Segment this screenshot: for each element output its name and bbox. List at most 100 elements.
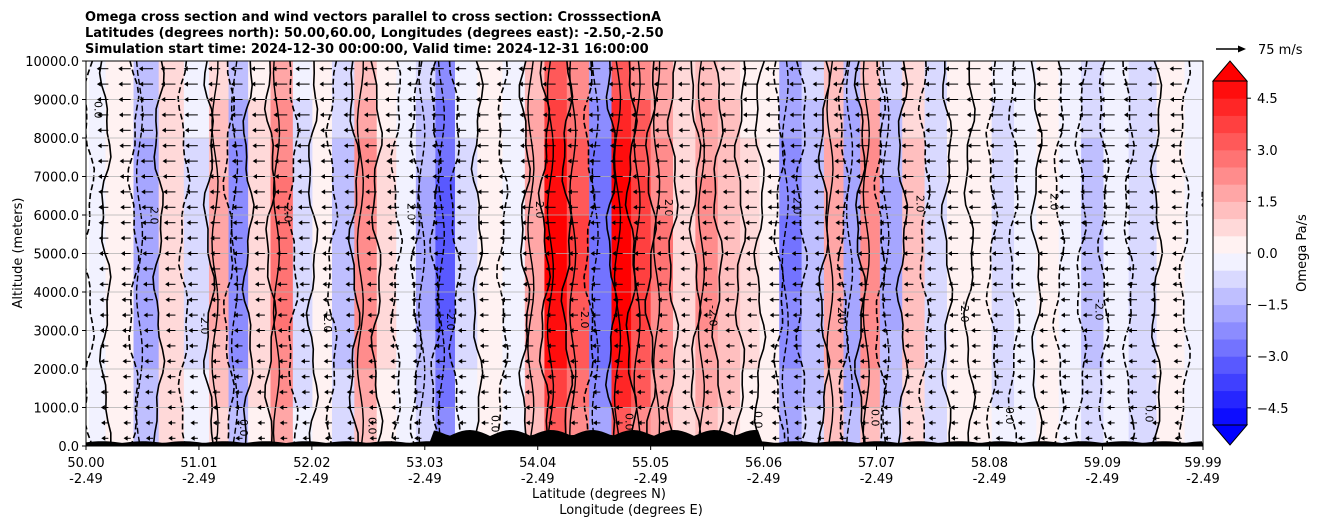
wind-vector-head: [991, 251, 996, 256]
contour-line: [429, 61, 442, 446]
wind-vector-head: [78, 390, 82, 395]
wind-vector-head: [636, 358, 641, 364]
omega-cell: [946, 253, 970, 293]
wind-vector-head: [345, 266, 350, 272]
wind-vector-head: [1058, 143, 1063, 149]
wind-vector-head: [860, 374, 865, 380]
wind-vector-head: [1124, 127, 1129, 133]
wind-vector-head: [391, 435, 396, 441]
wind-vector-head: [1061, 374, 1066, 380]
wind-vector-head: [547, 405, 552, 410]
wind-vector-head: [791, 204, 796, 210]
wind-vector-head: [632, 174, 637, 179]
wind-vector-head: [814, 235, 819, 241]
wind-vector-head: [1105, 328, 1110, 333]
wind-vector-head: [347, 420, 352, 426]
omega-cell: [673, 369, 696, 408]
omega-cell: [759, 99, 780, 139]
wind-vector-head: [119, 158, 124, 164]
wind-vector-head: [436, 405, 441, 410]
wind-vector-head: [389, 312, 394, 318]
wind-vector-head: [859, 358, 864, 364]
wind-vector-head: [272, 81, 277, 87]
wind-vector-head: [967, 127, 972, 133]
wind-vector-head: [1079, 143, 1084, 149]
wind-vector-head: [407, 112, 412, 118]
colorbar-band: [1213, 132, 1247, 151]
wind-vector-head: [1101, 158, 1106, 164]
wind-vector-head: [257, 405, 262, 410]
wind-vector-head: [948, 297, 953, 303]
wind-vector-head: [1016, 328, 1021, 333]
wind-vector-head: [1173, 343, 1178, 349]
omega-cell: [946, 176, 970, 216]
omega-cell: [779, 330, 803, 370]
wind-vector-head: [765, 81, 770, 87]
omega-cell: [879, 138, 903, 177]
wind-vector-head: [145, 435, 150, 441]
omega-cell: [1081, 292, 1104, 331]
wind-vector-head: [745, 220, 750, 226]
omega-cell: [1014, 369, 1037, 408]
wind-vector-head: [569, 343, 574, 349]
wind-vector-head: [98, 204, 103, 210]
wind-vector-head: [789, 97, 794, 102]
wind-vector-head: [925, 112, 930, 118]
omega-cell: [823, 407, 845, 446]
wind-vector-head: [791, 251, 796, 256]
omega-cell: [331, 407, 355, 446]
wind-vector-head: [458, 374, 463, 380]
wind-vector-head: [591, 297, 596, 303]
wind-vector-head: [387, 220, 392, 226]
wind-vector-head: [391, 420, 396, 426]
omega-cell: [860, 176, 881, 216]
wind-vector-head: [1039, 358, 1044, 364]
wind-vector-head: [145, 405, 150, 410]
wind-vector-head: [167, 389, 172, 395]
wind-vector-head: [343, 112, 348, 118]
wind-vector-head: [972, 389, 977, 395]
wind-vector-head: [99, 266, 104, 272]
wind-vector-head: [524, 374, 529, 380]
wind-vector-head: [837, 312, 842, 318]
wind-vector-head: [345, 297, 350, 303]
wind-vector-head: [723, 204, 728, 210]
wind-vector-head: [614, 374, 619, 380]
wind-vector-head: [678, 127, 683, 133]
wind-vector-head: [343, 127, 348, 133]
wind-vector-head: [364, 112, 369, 118]
wind-vector-head: [480, 374, 485, 380]
wind-vector-head: [324, 420, 329, 426]
wind-vector-head: [611, 204, 616, 210]
wind-vector-head: [455, 112, 460, 118]
wind-vector-head: [609, 127, 614, 133]
wind-vector-head: [278, 358, 283, 364]
omega-cell: [292, 138, 313, 177]
wind-vector-head: [925, 158, 930, 164]
wind-vector-head: [567, 189, 572, 195]
wind-vector-head: [431, 127, 436, 133]
wind-vector-head: [879, 220, 884, 226]
wind-vector-head: [413, 420, 418, 426]
wind-vector-head: [902, 204, 907, 210]
wind-vector-head: [905, 405, 910, 410]
omega-cell: [860, 292, 881, 331]
wind-vector-head: [901, 143, 906, 149]
wind-vector-head: [186, 235, 191, 241]
wind-vector-head: [344, 158, 349, 164]
wind-vector-head: [458, 420, 463, 426]
wind-vector-head: [792, 297, 797, 303]
wind-vector-head: [344, 189, 349, 195]
wind-vector-head: [968, 174, 973, 179]
wind-vector-head: [434, 297, 439, 303]
omega-cell: [524, 253, 545, 293]
omega-cell: [454, 215, 478, 254]
wind-vector-head: [882, 374, 887, 380]
wind-vector-head: [251, 112, 256, 118]
omega-cell: [740, 330, 761, 370]
wind-vector-head: [839, 435, 844, 441]
contour-line: [826, 61, 834, 446]
quiver-key: 75 m/s: [1216, 43, 1303, 58]
omega-cell: [415, 99, 436, 139]
wind-vector-head: [836, 281, 841, 287]
